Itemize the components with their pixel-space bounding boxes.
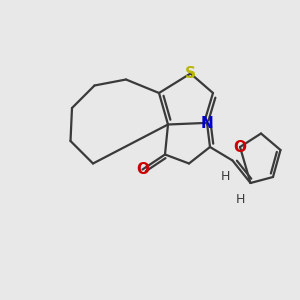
- Text: H: H: [235, 193, 245, 206]
- Text: O: O: [136, 162, 149, 177]
- Text: N: N: [201, 116, 213, 130]
- Text: O: O: [233, 140, 247, 154]
- Text: S: S: [185, 66, 196, 81]
- Text: H: H: [220, 170, 230, 184]
